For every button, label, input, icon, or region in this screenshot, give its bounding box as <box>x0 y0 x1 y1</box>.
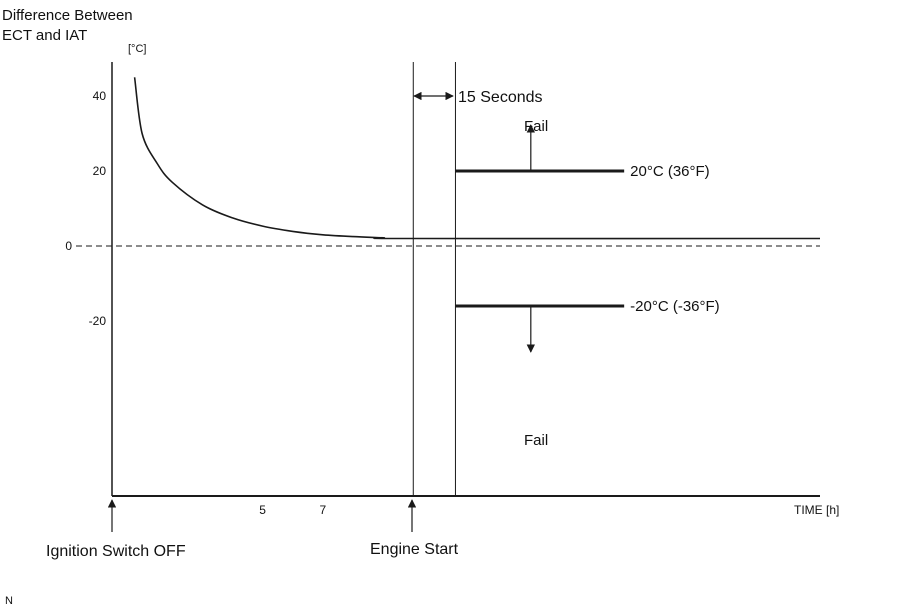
x-axis-title: TIME [h] <box>794 503 839 517</box>
y-axis-title-line-2: ECT and IAT <box>2 27 87 44</box>
fail-label-lower: Fail <box>524 432 548 449</box>
lower-threshold-label: -20°C (-36°F) <box>630 298 720 315</box>
y-tick-label: 0 <box>65 239 72 253</box>
ignition-off-label: Ignition Switch OFF <box>46 543 186 560</box>
x-tick-label: 7 <box>320 503 327 517</box>
y-tick-labels: 40 20 0 -20 <box>65 89 106 328</box>
upper-threshold-label: 20°C (36°F) <box>630 163 710 180</box>
figure-code: N <box>5 595 13 607</box>
y-axis-title-line-1: Difference Between <box>2 7 133 24</box>
series-line <box>133 77 821 240</box>
y-tick-label: 40 <box>93 89 107 103</box>
interval-label: 15 Seconds <box>458 89 543 106</box>
y-tick-label: -20 <box>89 314 107 328</box>
fail-label-upper: Fail <box>524 118 548 135</box>
engine-start-label: Engine Start <box>370 541 459 558</box>
x-tick-label: 5 <box>259 503 266 517</box>
y-tick-label: 20 <box>93 164 107 178</box>
y-axis-unit: [°C] <box>128 43 146 55</box>
